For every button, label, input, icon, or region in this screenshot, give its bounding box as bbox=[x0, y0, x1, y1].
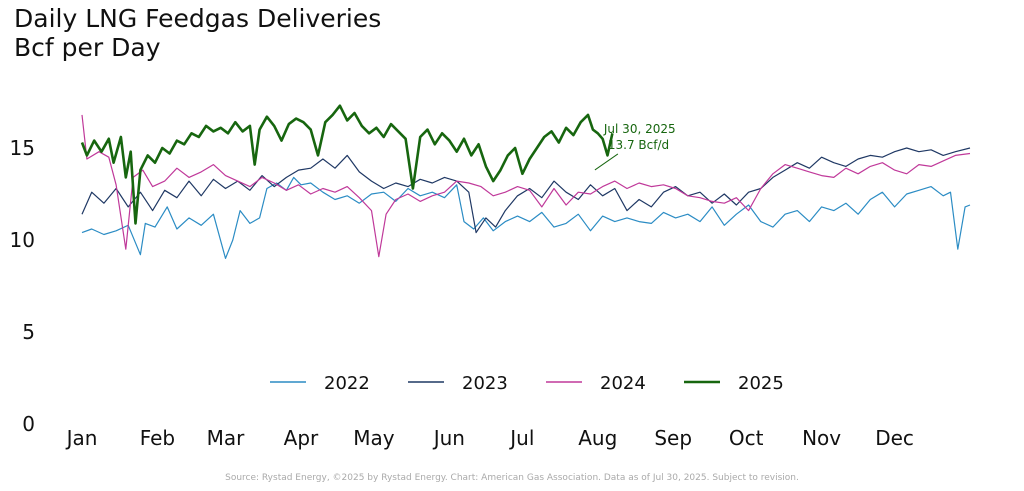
x-tick-label: Mar bbox=[207, 426, 246, 450]
chart-title: Daily LNG Feedgas Deliveries bbox=[14, 4, 382, 33]
legend-label-2022: 2022 bbox=[324, 373, 370, 394]
chart-title-block: Daily LNG Feedgas Deliveries Bcf per Day bbox=[14, 4, 381, 62]
series-line-2023 bbox=[81, 147, 971, 234]
x-tick-label: Dec bbox=[875, 426, 914, 450]
series-line-2022 bbox=[81, 176, 971, 259]
chart-subtitle: Bcf per Day bbox=[14, 33, 161, 62]
x-tick-label: May bbox=[353, 426, 395, 450]
annotation-value: 13.7 Bcf/d bbox=[608, 138, 669, 152]
y-tick-label: 15 bbox=[10, 136, 35, 160]
x-tick-label: Apr bbox=[284, 426, 319, 450]
legend-label-2024: 2024 bbox=[600, 373, 646, 394]
x-tick-label: Sep bbox=[654, 426, 692, 450]
annotation-arrow bbox=[594, 153, 619, 171]
x-tick-label: Jan bbox=[65, 426, 98, 450]
x-tick-label: Oct bbox=[729, 426, 764, 450]
series-line-2025 bbox=[80, 104, 614, 225]
x-axis-ticks: Jan Feb Mar Apr May Jun Jul Aug Sep Oct Nov Dec bbox=[65, 426, 914, 450]
y-tick-label: 10 bbox=[10, 228, 35, 252]
legend-label-2023: 2023 bbox=[462, 373, 508, 394]
y-tick-label: 5 bbox=[22, 320, 35, 344]
series-line-2024 bbox=[81, 114, 971, 258]
x-tick-label: Jun bbox=[432, 426, 465, 450]
legend-label-2025: 2025 bbox=[738, 373, 784, 394]
series-lines bbox=[80, 104, 971, 259]
annotation-date: Jul 30, 2025 bbox=[603, 122, 676, 136]
x-tick-label: Aug bbox=[578, 426, 617, 450]
x-tick-label: Feb bbox=[140, 426, 175, 450]
source-note: Source: Rystad Energy, ©2025 by Rystad E… bbox=[225, 473, 799, 483]
x-tick-label: Nov bbox=[802, 426, 841, 450]
legend: 2022 2023 2024 2025 bbox=[270, 373, 784, 394]
annotation: Jul 30, 2025 13.7 Bcf/d bbox=[594, 122, 676, 171]
y-axis-ticks: 0 5 10 15 bbox=[10, 136, 35, 436]
x-tick-label: Jul bbox=[508, 426, 534, 450]
y-tick-label: 0 bbox=[22, 412, 35, 436]
